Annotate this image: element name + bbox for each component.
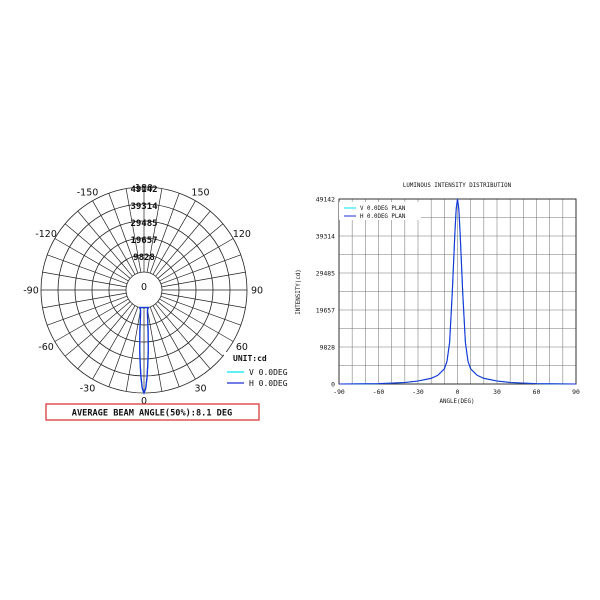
polar-ring-label: 19657 xyxy=(130,236,157,246)
polar-spoke xyxy=(77,210,133,277)
polar-spoke xyxy=(92,305,136,380)
x-tick-label: 60 xyxy=(533,388,541,396)
polar-chart: 0 9828 19657 29485 39314 49142 0 30 60 90 120 150… xyxy=(23,183,263,407)
polar-ring-label: 49142 xyxy=(130,185,157,195)
polar-spoke xyxy=(152,200,196,275)
beam-angle-callout: AVERAGE BEAM ANGLE(50%):8.1 DEG xyxy=(45,403,260,421)
polar-spoke xyxy=(125,188,142,273)
polar-angle-labels: 0 30 60 90 120 150 180 -150 -120 -90 -60 -30 xyxy=(23,183,263,407)
polar-spoke xyxy=(42,271,127,288)
legend-label-h: H 0.0DEG xyxy=(249,379,288,388)
cartesian-legend: V 0.0DEG PLAN H 0.0DEG PLAN xyxy=(339,202,421,220)
polar-spoke xyxy=(160,254,241,285)
y-tick-label: 19657 xyxy=(316,307,335,315)
polar-ring xyxy=(91,237,197,343)
polar-spoke xyxy=(64,223,131,279)
polar-ring-label: 29485 xyxy=(130,219,157,229)
polar-spoke xyxy=(155,303,211,370)
chart-title: LUMINOUS INTENSITY DISTRIBUTION xyxy=(403,183,512,189)
polar-ring xyxy=(57,203,231,377)
y-tick-label: 0 xyxy=(331,381,335,389)
y-tick-label: 39314 xyxy=(316,233,335,241)
polar-ring-label: 39314 xyxy=(130,202,158,212)
polar-spoke xyxy=(54,298,129,342)
cartesian-legend-label-h: H 0.0DEG PLAN xyxy=(360,214,406,220)
polar-spoke xyxy=(160,295,241,326)
polar-spoke xyxy=(159,238,234,282)
polar-spoke xyxy=(161,271,246,288)
y-tick-label: 29485 xyxy=(316,270,335,278)
polar-series-group xyxy=(138,306,150,395)
polar-spoke xyxy=(146,188,163,273)
polar-spoke xyxy=(125,307,142,392)
x-tick-label: -90 xyxy=(333,388,345,396)
polar-angle-label: -120 xyxy=(35,229,57,240)
legend-label-v: V 0.0DEG xyxy=(249,368,288,377)
polar-spoke xyxy=(47,254,128,285)
polar-spoke xyxy=(108,306,139,387)
polar-spoke xyxy=(157,223,224,279)
polar-spoke xyxy=(161,292,246,309)
y-tick-label: 49142 xyxy=(316,196,335,204)
polar-spoke xyxy=(92,200,136,275)
polar-spoke xyxy=(157,301,224,357)
x-tick-labels: -90 -60 -30 0 30 60 90 xyxy=(333,388,580,396)
polar-angle-label: 30 xyxy=(194,383,206,394)
polar-angle-label: 90 xyxy=(251,286,263,297)
polar-angle-label: -150 xyxy=(77,188,99,199)
polar-angle-label: 180 xyxy=(135,183,153,194)
polar-spoke xyxy=(42,292,127,309)
beam-angle-text: AVERAGE BEAM ANGLE(50%):8.1 DEG xyxy=(72,409,232,419)
x-axis-label: ANGLE(DEG) xyxy=(440,399,475,405)
cartesian-grid xyxy=(338,198,577,385)
polar-center-label: 0 xyxy=(141,282,147,293)
polar-angle-label: 0 xyxy=(141,396,147,407)
x-tick-label: 30 xyxy=(493,388,501,396)
x-tick-label: 90 xyxy=(572,388,580,396)
polar-series-line xyxy=(138,306,150,395)
polar-angle-label: -90 xyxy=(23,286,39,297)
polar-angle-label: -30 xyxy=(80,383,96,394)
polar-ring xyxy=(74,220,214,360)
polar-ring xyxy=(108,254,180,326)
beam-angle-box xyxy=(45,403,260,421)
polar-spoke xyxy=(54,238,129,282)
polar-spoke xyxy=(152,305,196,380)
polar-spoke xyxy=(47,295,128,326)
polar-ring-labels: 9828 19657 29485 39314 49142 xyxy=(130,185,158,263)
cartesian-series-group xyxy=(338,198,577,385)
unit-label: UNIT:cd xyxy=(233,354,267,363)
polar-spoke xyxy=(64,301,131,357)
y-tick-labels: 0 9828 19657 29485 39314 49142 xyxy=(316,196,335,389)
x-tick-label: 0 xyxy=(456,388,460,396)
polar-legend: UNIT:cd V 0.0DEG H 0.0DEG xyxy=(224,352,290,392)
polar-spoke xyxy=(155,210,211,277)
polar-spoke xyxy=(149,193,180,274)
cartesian-chart: LUMINOUS INTENSITY DISTRIBUTION 0 9828 196… xyxy=(296,183,580,405)
polar-spoke xyxy=(159,298,234,342)
cartesian-legend-label-v: V 0.0DEG PLAN xyxy=(360,206,406,212)
x-tick-label: -30 xyxy=(412,388,424,396)
polar-ring-label: 9828 xyxy=(133,253,155,263)
cartesian-series-line xyxy=(338,198,577,385)
polar-spoke xyxy=(146,307,163,392)
polar-angle-label: -60 xyxy=(38,342,54,353)
polar-spoke xyxy=(77,303,133,370)
polar-grid xyxy=(40,186,248,394)
y-axis-label: INTENSITY(cd) xyxy=(296,269,302,314)
polar-angle-label: 150 xyxy=(191,188,209,199)
polar-spoke xyxy=(149,306,180,387)
cartesian-legend-bg xyxy=(339,202,421,220)
polar-angle-label: 60 xyxy=(236,342,248,353)
y-tick-label: 9828 xyxy=(320,344,336,352)
center-label-bg xyxy=(137,279,150,292)
polar-angle-label: 120 xyxy=(233,229,251,240)
polar-spoke xyxy=(108,193,139,274)
x-tick-label: -60 xyxy=(373,388,385,396)
